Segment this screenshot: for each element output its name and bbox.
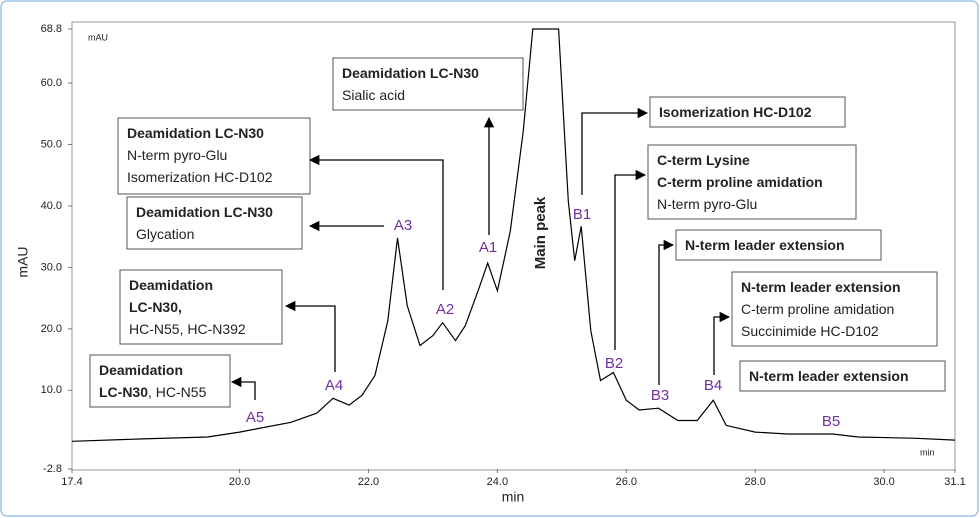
annotation-box (649, 96, 846, 128)
annotation-text: Succinimide HC-D102 (741, 323, 879, 339)
arrow (581, 107, 649, 195)
annotation-line: Deamidation (129, 277, 213, 293)
annotation-text: Deamidation (129, 277, 213, 293)
x-tick-label: 26.0 (616, 476, 637, 488)
annotation-text: LC-N30 (99, 384, 148, 400)
annotation-line: C-term proline amidation (657, 174, 823, 190)
annotation-text: Deamidation LC-N30 (342, 65, 479, 81)
annotation-text: N-term leader extension (685, 237, 845, 253)
annotation-line: N-term pyro-Glu (127, 147, 227, 163)
annotation-box (731, 271, 938, 347)
peak-label: A5 (246, 409, 264, 426)
annotation-box (332, 57, 524, 111)
y-tick-label: -2.8 (43, 463, 62, 475)
annotation-line: N-term leader extension (685, 237, 845, 253)
annotation-text: C-term proline amidation (741, 301, 894, 317)
annotation-line: N-term leader extension (749, 368, 909, 384)
y-tick-label: 10.0 (41, 384, 62, 396)
annotation-line: Deamidation LC-N30 (127, 125, 264, 141)
y-axis-title: mAU (15, 246, 31, 277)
x-tick-label: 31.1 (944, 476, 965, 488)
annotation-text: Deamidation (99, 362, 183, 378)
annotation-line: Sialic acid (342, 87, 405, 103)
annotation-box (89, 354, 231, 408)
annotation-text: Isomerization HC-D102 (659, 104, 812, 120)
annotation-text: C-term Lysine (657, 152, 750, 168)
arrow (284, 300, 336, 372)
x-tick-label: 20.0 (229, 476, 250, 488)
y-unit-label: mAU (88, 32, 108, 42)
peak-label: B4 (704, 377, 722, 394)
annotation-line: Deamidation LC-N30 (136, 204, 273, 220)
annotation-box (647, 144, 857, 220)
y-tick-label: 60.0 (41, 77, 62, 89)
arrow (614, 169, 647, 350)
annotation-text: N-term leader extension (741, 279, 901, 295)
annotation-text: , HC-N55 (148, 384, 207, 400)
peak-label: A3 (394, 217, 412, 234)
annotation-text: Deamidation LC-N30 (127, 125, 264, 141)
annotation-text: LC-N30, (129, 299, 182, 315)
annotation-line: Deamidation (99, 362, 183, 378)
x-tick-label: 17.4 (61, 476, 82, 488)
annotation-text: N-term pyro-Glu (127, 147, 227, 163)
y-tick-label: 68.8 (41, 23, 62, 35)
trace (72, 28, 955, 442)
peak-label: A2 (436, 301, 454, 318)
annotation-box (117, 117, 311, 195)
annotation-text: N-term leader extension (749, 368, 909, 384)
arrow (658, 239, 675, 385)
peak-label: B5 (822, 413, 840, 430)
annotation-line: Isomerization HC-D102 (659, 104, 812, 120)
y-tick-label: 20.0 (41, 323, 62, 335)
plot-frame (71, 21, 956, 471)
peak-label: A1 (479, 239, 497, 256)
peak-label: B1 (573, 206, 591, 223)
x-tick-label: 28.0 (744, 476, 765, 488)
annotation-line: Succinimide HC-D102 (741, 323, 879, 339)
arrow (230, 376, 256, 400)
x-tick-label: 30.0 (873, 476, 894, 488)
annotation-line: N-term leader extension (741, 279, 901, 295)
arrow (308, 154, 444, 290)
arrow (713, 311, 731, 375)
annotation-line: C-term Lysine (657, 152, 750, 168)
annotation-line: C-term proline amidation (741, 301, 894, 317)
y-tick-label: 30.0 (41, 261, 62, 273)
x-tick-label: 24.0 (487, 476, 508, 488)
annotation-line: Glycation (136, 226, 194, 242)
annotation-text: C-term proline amidation (657, 174, 823, 190)
main-peak-label: Main peak (532, 196, 549, 269)
annotation-line: LC-N30, HC-N55 (99, 384, 207, 400)
x-axis-title: min (502, 489, 525, 505)
annotation-line: HC-N55, HC-N392 (129, 321, 246, 337)
annotation-line: Deamidation LC-N30 (342, 65, 479, 81)
annotation-text: Sialic acid (342, 87, 405, 103)
annotation-text: N-term pyro-Glu (657, 196, 757, 212)
annotation-line: N-term pyro-Glu (657, 196, 757, 212)
annotation-text: HC-N55, HC-N392 (129, 321, 246, 337)
annotation-box (119, 269, 283, 345)
peak-label: B2 (605, 355, 623, 372)
y-tick-label: 50.0 (41, 138, 62, 150)
peak-label: A4 (325, 377, 343, 394)
peak-label: B3 (651, 387, 669, 404)
annotation-text: Isomerization HC-D102 (127, 169, 273, 185)
annotation-line: LC-N30, (129, 299, 182, 315)
annotation-text: Deamidation LC-N30 (136, 204, 273, 220)
y-tick-label: 40.0 (41, 200, 62, 212)
x-tick-label: 22.0 (358, 476, 379, 488)
annotation-box (675, 229, 882, 261)
annotation-box (739, 360, 946, 392)
annotation-text: Glycation (136, 226, 194, 242)
annotation-line: Isomerization HC-D102 (127, 169, 273, 185)
annotation-box (126, 196, 303, 250)
x-unit-label: min (920, 447, 935, 457)
